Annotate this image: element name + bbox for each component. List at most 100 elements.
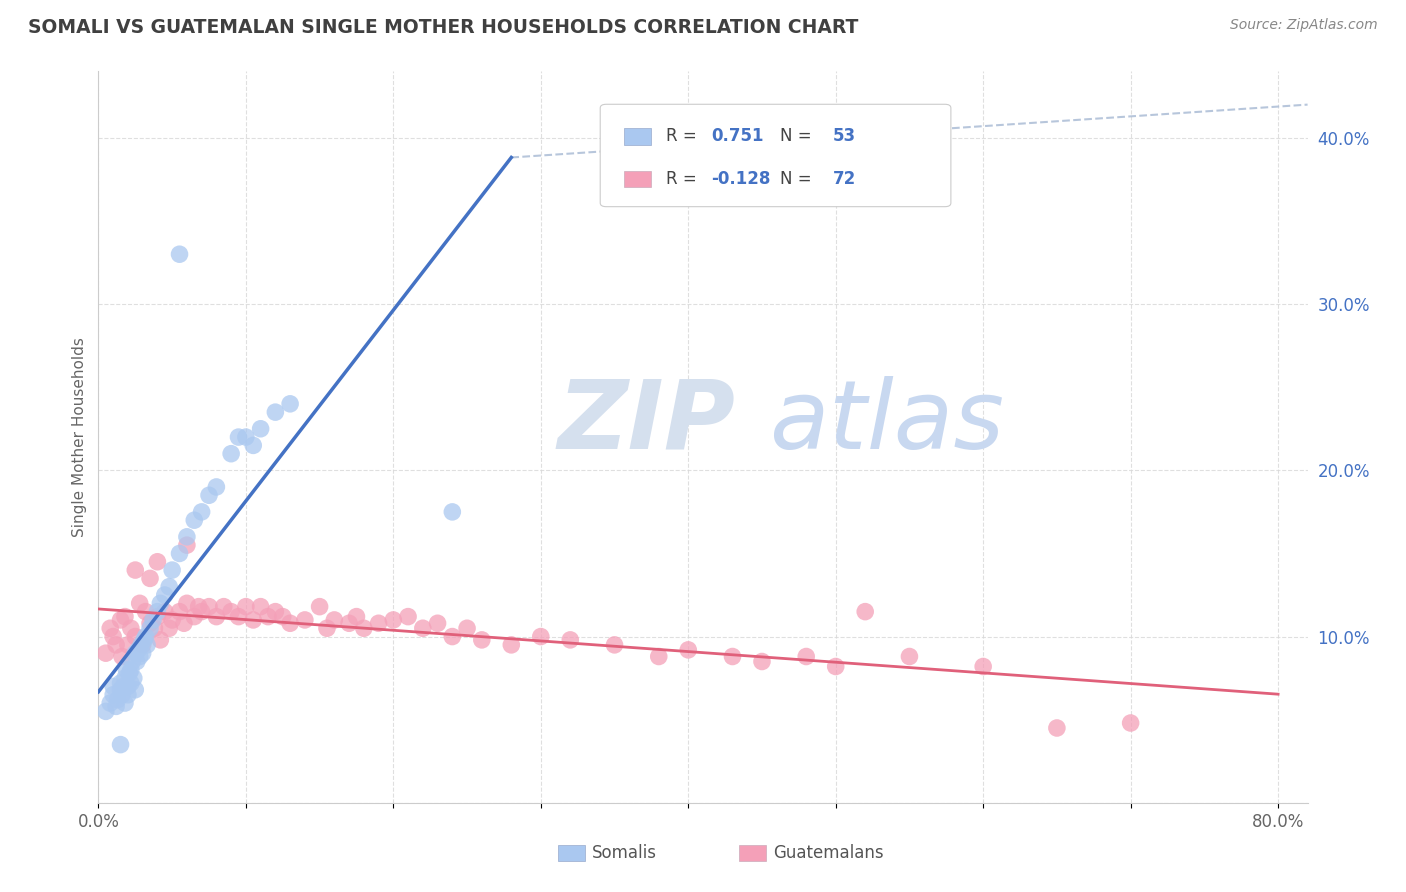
Point — [426, 616, 449, 631]
Point — [110, 613, 132, 627]
Point — [257, 609, 280, 624]
Point — [94, 646, 117, 660]
Point — [308, 599, 330, 614]
Point — [112, 680, 135, 694]
Text: 0.751: 0.751 — [711, 128, 763, 145]
Point — [114, 671, 136, 685]
Point — [124, 646, 146, 660]
Point — [105, 699, 128, 714]
Point — [249, 422, 271, 436]
Point — [271, 609, 294, 624]
Point — [117, 688, 139, 702]
Point — [149, 596, 172, 610]
Point — [160, 613, 183, 627]
Bar — [624, 171, 651, 187]
Point — [212, 599, 235, 614]
Point — [128, 649, 150, 664]
Point — [98, 696, 121, 710]
Point — [501, 638, 523, 652]
Point — [107, 692, 129, 706]
Point — [146, 605, 169, 619]
Text: -0.128: -0.128 — [711, 170, 770, 188]
Point — [135, 630, 157, 644]
Point — [120, 621, 142, 635]
Point — [101, 630, 124, 644]
Point — [228, 609, 250, 624]
Text: Guatemalans: Guatemalans — [773, 844, 884, 862]
Point — [294, 613, 316, 627]
Point — [136, 638, 159, 652]
Point — [1046, 721, 1069, 735]
Point — [219, 605, 242, 619]
Point — [323, 613, 346, 627]
Point — [198, 488, 221, 502]
Point — [198, 599, 221, 614]
Point — [111, 688, 134, 702]
Point — [120, 663, 142, 677]
Point — [278, 397, 301, 411]
Point — [721, 649, 744, 664]
Point — [382, 613, 405, 627]
Point — [117, 680, 139, 694]
Point — [316, 621, 339, 635]
Point — [396, 609, 419, 624]
Point — [142, 613, 165, 627]
Point — [794, 649, 817, 664]
Point — [114, 696, 136, 710]
Point — [205, 609, 228, 624]
Point — [242, 438, 264, 452]
Point — [139, 621, 162, 635]
Point — [183, 513, 205, 527]
Point — [125, 655, 148, 669]
Bar — [740, 846, 766, 862]
Point — [115, 663, 138, 677]
Point — [149, 632, 172, 647]
Point — [176, 596, 198, 610]
Point — [603, 638, 626, 652]
Point — [169, 247, 191, 261]
Point — [824, 659, 846, 673]
Text: Somalis: Somalis — [592, 844, 657, 862]
Point — [101, 680, 124, 694]
Point — [219, 447, 242, 461]
Point — [278, 616, 301, 631]
Point — [898, 649, 921, 664]
Point — [190, 605, 212, 619]
Text: R =: R = — [665, 128, 702, 145]
Point — [110, 682, 132, 697]
Point — [114, 609, 136, 624]
Text: SOMALI VS GUATEMALAN SINGLE MOTHER HOUSEHOLDS CORRELATION CHART: SOMALI VS GUATEMALAN SINGLE MOTHER HOUSE… — [28, 18, 859, 37]
Point — [131, 646, 153, 660]
Point — [157, 621, 180, 635]
Point — [128, 596, 150, 610]
Point — [346, 609, 368, 624]
Bar — [558, 846, 585, 862]
Point — [105, 638, 128, 652]
Point — [157, 580, 180, 594]
Point — [139, 571, 162, 585]
Point — [530, 630, 553, 644]
Point — [441, 505, 464, 519]
Text: N =: N = — [780, 170, 813, 188]
Point — [1119, 716, 1142, 731]
Point — [153, 605, 176, 619]
Point — [228, 430, 250, 444]
Point — [242, 613, 264, 627]
Point — [118, 666, 141, 681]
Point — [101, 688, 124, 702]
Point — [124, 682, 146, 697]
Point — [353, 621, 375, 635]
Point — [139, 616, 162, 631]
Point — [176, 530, 198, 544]
Point — [173, 616, 195, 631]
Text: ZIP: ZIP — [558, 376, 735, 469]
Point — [121, 655, 143, 669]
Point — [169, 546, 191, 560]
Point — [98, 621, 121, 635]
Point — [972, 659, 994, 673]
Point — [129, 638, 152, 652]
Point — [187, 599, 209, 614]
Point — [264, 605, 287, 619]
Point — [160, 563, 183, 577]
Point — [412, 621, 434, 635]
